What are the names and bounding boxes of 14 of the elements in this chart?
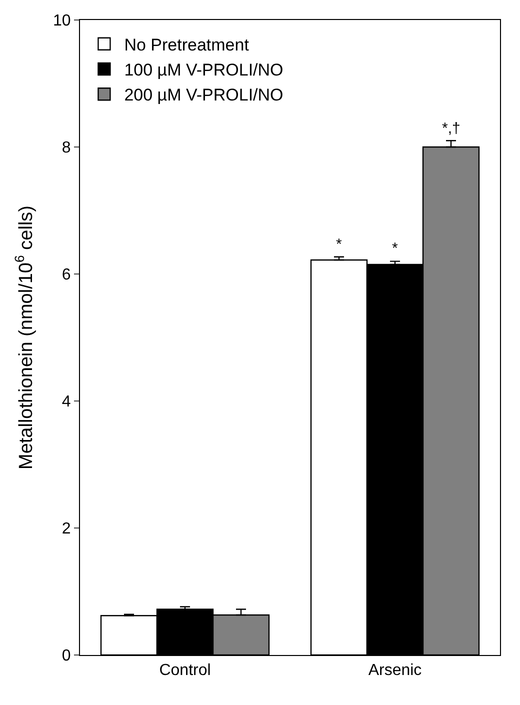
y-tick-label: 2 xyxy=(62,520,71,538)
data-label: * xyxy=(392,240,398,257)
legend-label: 100 µM V-PROLI/NO xyxy=(124,60,284,80)
y-tick-label: 0 xyxy=(62,648,71,665)
data-label: *,† xyxy=(442,120,460,137)
data-label: * xyxy=(336,236,342,253)
x-tick-label: Arsenic xyxy=(368,662,422,680)
y-tick-label: 8 xyxy=(62,140,71,157)
y-tick-label: 6 xyxy=(62,266,71,284)
legend-label: No Pretreatment xyxy=(124,36,250,55)
y-tick-label: 4 xyxy=(62,394,71,411)
x-tick-label: Control xyxy=(159,662,211,680)
legend-label: 200 µM V-PROLI/NO xyxy=(124,86,284,105)
y-tick-label: 10 xyxy=(53,12,71,30)
